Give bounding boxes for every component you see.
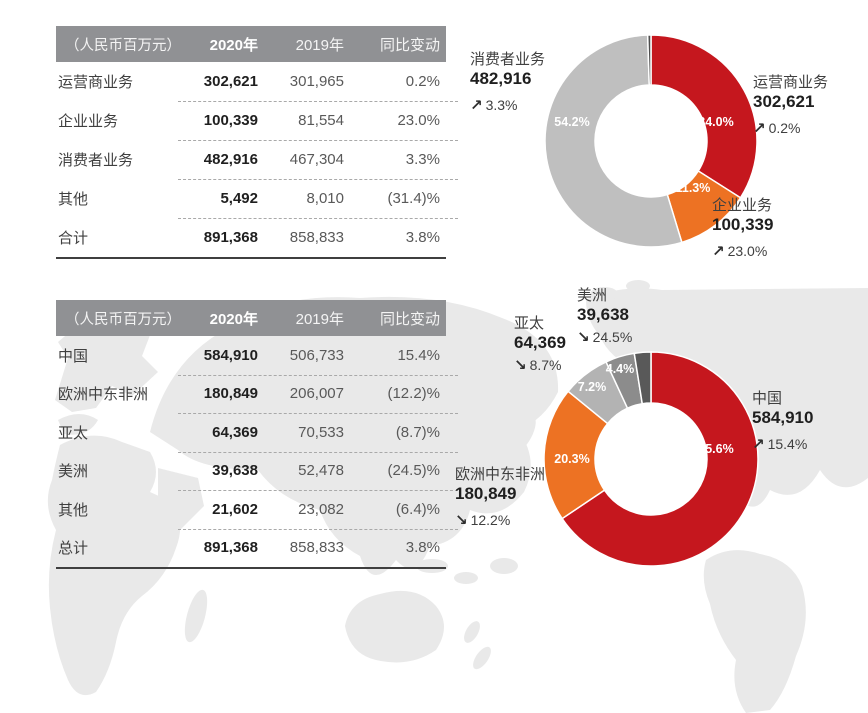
slice-pct-label: 4.4% [606, 362, 635, 376]
slice-pct-label: 20.3% [554, 452, 589, 466]
table-row: 中国 584,910 506,733 15.4% [58, 346, 440, 365]
donut-slice-其他 [633, 351, 652, 405]
label-enterprise-business: 企业业务 100,339 ↗ 23.0% [712, 197, 774, 260]
table-row: 消费者业务 482,916 467,304 3.3% [56, 140, 458, 179]
col-change-header: 同比变动 [379, 310, 440, 328]
revenue-by-business-donut: 34.0% 11.3% 54.2% [544, 34, 758, 248]
unit-header: （人民币百万元） [65, 37, 181, 54]
table-row: 亚太 64,369 70,533 (8.7)% [56, 413, 458, 452]
col-2019-header: 2019年 [295, 36, 344, 54]
unit-header: （人民币百万元） [65, 311, 181, 328]
table-row: 运营商业务 302,621 301,965 0.2% [58, 73, 440, 91]
trend-down-icon: ↘ [455, 512, 468, 529]
trend-down-icon: ↘ [577, 329, 590, 346]
donut-slice-其他 [646, 34, 652, 86]
col-2020-header: 2020年 [209, 310, 258, 328]
col-2020-header: 2020年 [209, 36, 258, 54]
table-row: 其他 21,602 23,082 (6.4)% [56, 490, 458, 529]
slice-pct-label: 34.0% [698, 115, 733, 129]
donut-slice-中国 [561, 351, 759, 567]
trend-up-icon: ↗ [753, 120, 766, 137]
slice-pct-label: 65.6% [698, 442, 733, 456]
table-total-row: 合计 891,368 858,833 3.8% [56, 218, 458, 257]
label-emea: 欧洲中东非洲 180,849 ↘ 12.2% [455, 466, 546, 529]
trend-up-icon: ↗ [470, 97, 483, 114]
trend-down-icon: ↘ [514, 357, 527, 374]
label-china: 中国 584,910 ↗ 15.4% [752, 390, 814, 453]
revenue-by-business-table: （人民币百万元） 2020年 2019年 同比变动 运营商业务 302,621 … [56, 26, 458, 259]
table-row: 其他 5,492 8,010 (31.4)% [56, 179, 458, 218]
col-2019-header: 2019年 [295, 310, 344, 328]
donut-slice-消费者业务 [544, 34, 683, 248]
label-carrier-business: 运营商业务 302,621 ↗ 0.2% [753, 74, 829, 137]
slice-pct-label: 7.2% [578, 380, 607, 394]
revenue-by-region-table: （人民币百万元） 2020年 2019年 同比变动 中国 584,910 506… [56, 300, 458, 569]
table-total-row: 总计 891,368 858,833 3.8% [56, 528, 458, 568]
revenue-by-region-donut: 65.6% 20.3% 7.2% 4.4% [543, 351, 759, 567]
table-row: 美洲 39,638 52,478 (24.5)% [56, 451, 458, 491]
donut-slice-运营商业务 [650, 34, 758, 199]
trend-up-icon: ↗ [752, 436, 765, 453]
slice-pct-label: 54.2% [554, 115, 589, 129]
label-asia-pacific: 亚太 64,369 ↘ 8.7% [514, 315, 566, 374]
slice-pct-label: 11.3% [676, 181, 711, 195]
table-header-row: （人民币百万元） 2020年 2019年 同比变动 [56, 26, 446, 62]
table-header-row: （人民币百万元） 2020年 2019年 同比变动 [56, 300, 446, 336]
label-consumer-business: 消费者业务 482,916 ↗ 3.3% [470, 51, 546, 114]
table-row: 欧洲中东非洲 180,849 206,007 (12.2)% [56, 374, 458, 414]
col-change-header: 同比变动 [379, 36, 440, 54]
trend-up-icon: ↗ [712, 243, 725, 260]
label-americas: 美洲 39,638 ↘ 24.5% [577, 287, 633, 346]
table-row: 企业业务 100,339 81,554 23.0% [56, 101, 458, 140]
